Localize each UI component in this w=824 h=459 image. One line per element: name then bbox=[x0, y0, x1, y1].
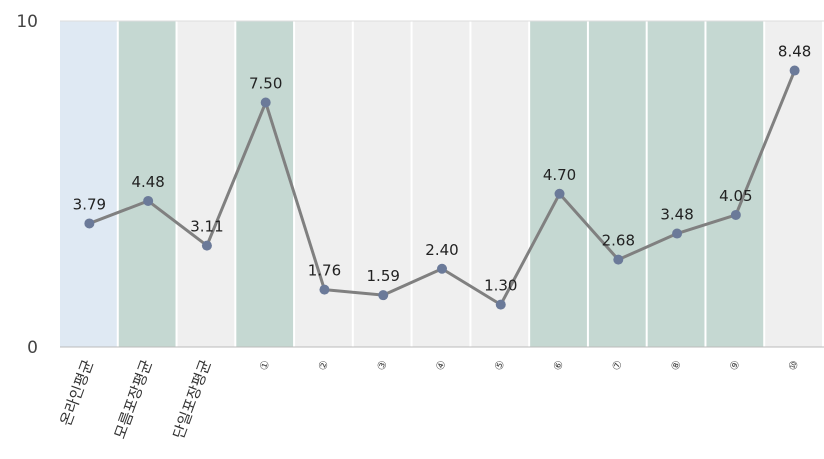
x-tick-label: ⑧ bbox=[668, 358, 684, 372]
data-point bbox=[495, 299, 506, 310]
data-point bbox=[84, 218, 95, 229]
category-band bbox=[647, 21, 705, 347]
x-tick-label: ⑥ bbox=[551, 358, 567, 372]
data-label: 2.68 bbox=[602, 232, 635, 250]
data-label: 1.59 bbox=[367, 267, 400, 285]
data-point bbox=[143, 195, 154, 206]
data-point bbox=[672, 228, 683, 239]
category-band bbox=[412, 21, 470, 347]
y-tick-label: 0 bbox=[27, 338, 38, 358]
x-tick-label: ⑦ bbox=[610, 358, 626, 372]
category-band bbox=[177, 21, 235, 347]
data-label: 3.11 bbox=[190, 218, 223, 236]
x-tick-label: ④ bbox=[433, 358, 449, 372]
data-markers bbox=[84, 65, 800, 310]
data-label: 2.40 bbox=[425, 241, 458, 259]
data-labels: 3.79 4.48 3.11 7.50 1.76 1.59 2.40 1.30 4.70 2.68… bbox=[73, 43, 812, 295]
category-bands bbox=[60, 21, 822, 347]
data-label: 4.05 bbox=[719, 187, 752, 205]
category-band bbox=[706, 21, 764, 347]
y-tick-label: 10 bbox=[16, 12, 38, 32]
x-tick-label: 온라인평균 bbox=[57, 357, 98, 428]
x-tick-label: 단일포장평균 bbox=[169, 357, 214, 441]
x-tick-label: ⑤ bbox=[492, 358, 508, 372]
data-label: 4.70 bbox=[543, 166, 576, 184]
x-tick-label: ③ bbox=[374, 358, 390, 372]
data-point bbox=[789, 65, 800, 76]
x-tick-label: 모름포장평균 bbox=[111, 357, 156, 441]
x-tick-label: ② bbox=[316, 358, 332, 372]
data-point bbox=[554, 188, 565, 199]
x-tick-label: ① bbox=[257, 358, 273, 372]
data-label: 8.48 bbox=[778, 43, 811, 61]
data-point bbox=[730, 209, 741, 220]
data-point bbox=[319, 284, 330, 295]
data-label: 1.76 bbox=[308, 262, 341, 280]
data-label: 7.50 bbox=[249, 75, 282, 93]
category-band bbox=[471, 21, 529, 347]
category-band bbox=[295, 21, 352, 347]
data-point bbox=[260, 97, 271, 108]
x-tick-label: ⑩ bbox=[786, 358, 802, 372]
category-band bbox=[60, 21, 117, 347]
y-axis-ticks: 0 10 bbox=[16, 12, 38, 358]
data-label: 3.48 bbox=[660, 206, 693, 224]
data-point bbox=[437, 263, 447, 274]
category-band bbox=[530, 21, 587, 347]
x-axis-labels: 온라인평균 모름포장평균 단일포장평균 ① ② ③ ④ ⑤ ⑥ ⑦ ⑧ ⑨ ⑩ bbox=[57, 357, 802, 441]
category-band bbox=[588, 21, 646, 347]
data-point bbox=[613, 254, 624, 265]
data-point bbox=[201, 240, 212, 251]
category-band bbox=[236, 21, 294, 347]
x-tick-label: ⑨ bbox=[727, 358, 743, 372]
data-label: 1.30 bbox=[484, 277, 517, 295]
data-label: 3.79 bbox=[73, 195, 106, 213]
category-band bbox=[118, 21, 176, 347]
data-point bbox=[378, 290, 389, 301]
data-label: 4.48 bbox=[131, 173, 164, 191]
